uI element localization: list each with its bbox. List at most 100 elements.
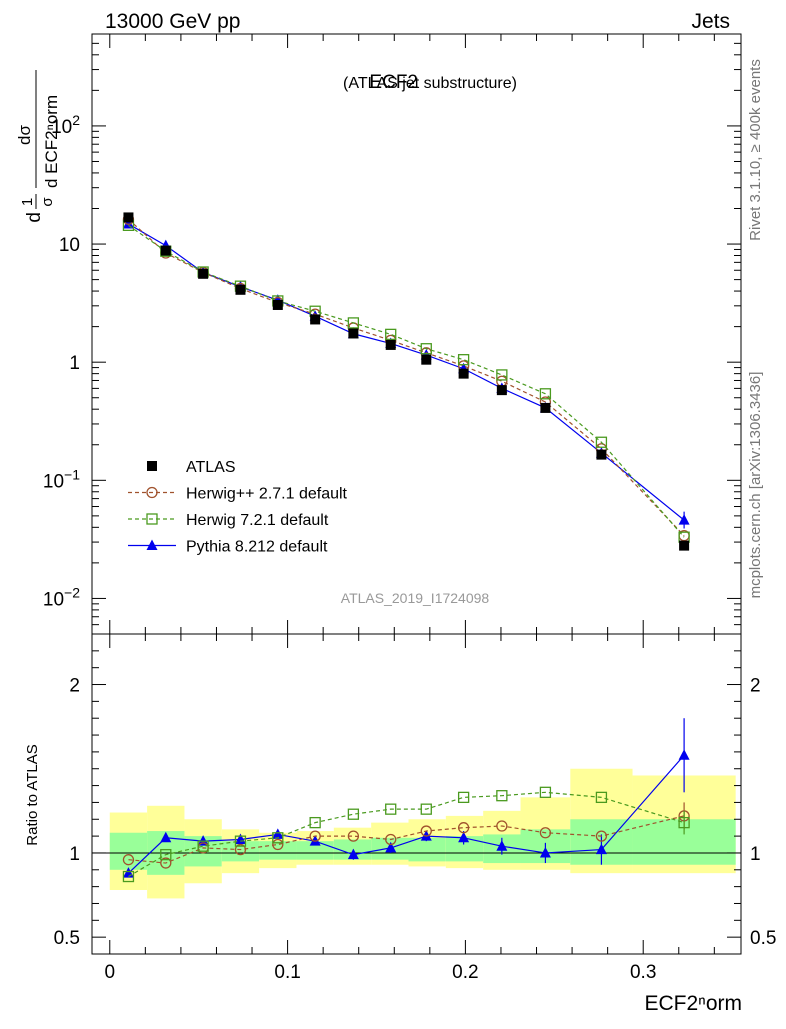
ylabel-d-prefix: d <box>24 212 45 223</box>
y-tick-label-main-4: 102 <box>51 112 80 138</box>
main-point-square-6 <box>347 317 360 329</box>
x-axis-label: ECF2ⁿorm <box>644 992 742 1015</box>
main-point-data-5 <box>310 314 321 325</box>
chart-subtitle: (ATLAS jet substructure) <box>343 75 517 92</box>
ratio-point-triangle-13 <box>678 749 690 760</box>
legend-label-circle: Herwig++ 2.7.1 default <box>186 486 348 503</box>
x-tick-label-0: 0 <box>104 962 115 983</box>
y-tick-label-ratio-right-2: 2 <box>750 676 761 697</box>
band-stat-0 <box>109 832 148 870</box>
main-point-data-10 <box>496 385 507 396</box>
ratio-point-square-11 <box>539 786 552 798</box>
ratio-y-axis-label: Ratio to ATLAS <box>24 744 41 845</box>
y-tick-label-ratio-right-1: 1 <box>750 844 761 865</box>
ratio-point-circle-5 <box>309 830 321 842</box>
ratio-point-triangle-6 <box>347 848 359 860</box>
ratio-point-triangle-11 <box>539 846 551 858</box>
ratio-line-triangle <box>128 754 685 874</box>
main-point-data-1 <box>160 245 171 256</box>
axis-ticks <box>92 33 741 955</box>
chart-title: ECF2 <box>369 72 418 93</box>
ylabel-sigma: σ <box>39 197 56 207</box>
band-stat-3 <box>221 841 260 862</box>
ratio-point-square-13 <box>678 816 690 829</box>
legend-label-data: ATLAS <box>186 459 236 476</box>
main-point-data-12 <box>596 449 607 460</box>
y-tick-label-ratio-left-2: 2 <box>69 676 80 697</box>
main-point-square-9 <box>457 354 470 366</box>
main-point-data-4 <box>272 299 283 310</box>
ylabel-one: 1 <box>19 198 36 206</box>
ylabel-d-ecf: d ECF2ⁿorm <box>42 95 61 188</box>
ratio-point-circle-8 <box>420 825 432 837</box>
band-stat-4 <box>259 841 297 860</box>
main-series-group <box>122 212 690 551</box>
ratio-point-circle-4 <box>272 838 284 851</box>
ratio-point-triangle-12 <box>595 843 607 855</box>
main-point-triangle-0 <box>122 217 134 229</box>
ratio-point-square-1 <box>160 848 172 861</box>
ratio-point-triangle-10 <box>496 840 508 851</box>
process-label: Jets <box>691 10 730 33</box>
rivet-label: Rivet 3.1.10, ≥ 400k events <box>747 59 764 241</box>
y-tick-label-ratio-left-0: 0.5 <box>54 928 80 949</box>
ratio-point-triangle-8 <box>420 830 432 841</box>
mcplots-label: mcplots.cern.ch [arXiv:1306.3436] <box>747 372 764 599</box>
main-point-data-2 <box>198 268 209 279</box>
ratio-point-square-7 <box>385 803 397 815</box>
main-point-data-7 <box>385 339 396 350</box>
legend-label-square: Herwig 7.2.1 default <box>186 512 329 529</box>
x-tick-label-2: 0.2 <box>452 962 478 983</box>
band-stat-5 <box>296 841 334 860</box>
x-tick-label-1: 0.1 <box>274 962 300 983</box>
ratio-point-circle-9 <box>457 822 470 834</box>
y-tick-label-ratio-right-0: 0.5 <box>750 928 776 949</box>
ratio-point-circle-7 <box>385 833 397 846</box>
legend-marker-triangle <box>146 539 158 550</box>
band-stat-6 <box>333 839 372 860</box>
ratio-point-circle-6 <box>347 830 360 842</box>
ratio-point-circle-3 <box>234 843 247 856</box>
main-point-data-8 <box>421 354 432 365</box>
ratio-line-square <box>128 791 685 878</box>
legend: ATLAS Herwig++ 2.7.1 default Herwig 7.2.1 … <box>128 459 348 556</box>
analysis-watermark: ATLAS_2019_I1724098 <box>341 590 490 606</box>
band-stat-8 <box>408 837 446 862</box>
ratio-series-group <box>122 718 690 883</box>
y-tick-label-ratio-left-1: 1 <box>69 844 80 865</box>
ratio-point-triangle-9 <box>458 831 470 843</box>
ratio-point-square-9 <box>457 791 470 804</box>
ratio-point-circle-11 <box>539 827 552 839</box>
ratio-point-triangle-4 <box>272 828 284 839</box>
ratio-point-square-2 <box>197 840 209 852</box>
main-point-square-8 <box>420 343 432 355</box>
ratio-point-triangle-1 <box>160 831 172 843</box>
main-point-data-9 <box>458 368 469 379</box>
ratio-point-circle-12 <box>595 830 608 842</box>
main-line-circle <box>128 218 685 537</box>
ratio-point-circle-0 <box>122 854 135 866</box>
axis-tick-labels: 0 0.1 0.2 0.3 10−2 10−1 1 10 102 0.5 0.5 1 1 2 2 <box>43 112 777 983</box>
main-point-square-10 <box>496 369 508 381</box>
main-line-square <box>128 224 685 538</box>
legend-marker-data <box>147 461 157 471</box>
ratio-point-square-3 <box>234 835 247 847</box>
ratio-point-circle-10 <box>496 820 508 832</box>
ylabel-dsigma: dσ <box>15 125 34 145</box>
main-point-square-11 <box>539 388 552 400</box>
ratio-point-square-10 <box>496 790 508 802</box>
legend-marker-square <box>146 513 158 525</box>
ratio-point-square-8 <box>420 803 432 815</box>
ratio-point-square-4 <box>272 832 284 844</box>
ratio-point-square-5 <box>309 816 321 829</box>
y-tick-label-main-1: 10−1 <box>43 466 80 492</box>
ratio-point-square-0 <box>122 870 135 883</box>
y-tick-label-main-0: 10−2 <box>43 584 80 610</box>
ratio-point-triangle-7 <box>385 841 397 853</box>
ratio-frame <box>91 633 742 955</box>
y-tick-label-main-3: 10 <box>59 235 80 256</box>
legend-label-triangle: Pythia 8.212 default <box>186 539 328 556</box>
ratio-point-triangle-5 <box>309 835 321 846</box>
